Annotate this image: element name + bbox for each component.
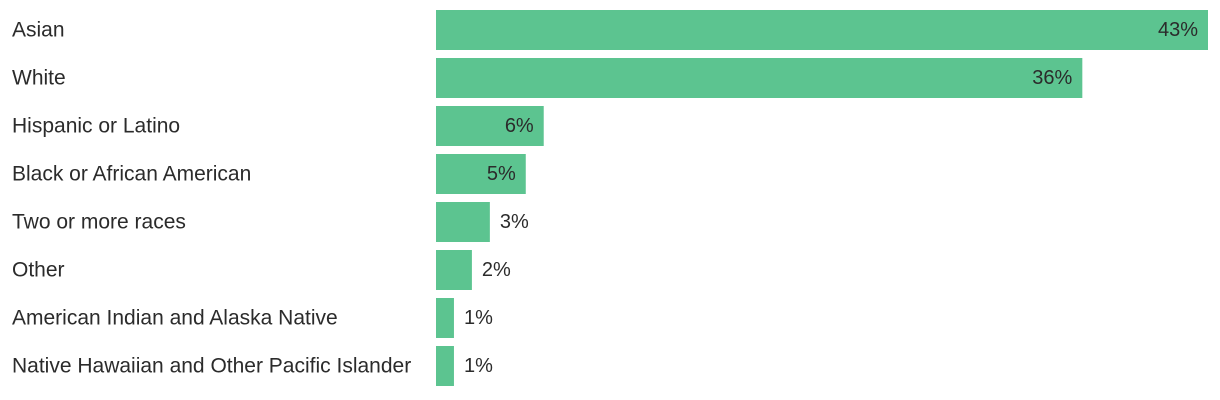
bar-row: American Indian and Alaska Native 1% bbox=[12, 298, 493, 338]
category-label: Other bbox=[12, 259, 65, 282]
category-label: Hispanic or Latino bbox=[12, 115, 180, 138]
bar bbox=[436, 346, 454, 386]
bar bbox=[436, 250, 472, 290]
bar bbox=[436, 58, 1083, 98]
value-label: 1% bbox=[464, 307, 493, 329]
value-label: 43% bbox=[1158, 19, 1198, 41]
bar bbox=[436, 106, 544, 146]
bar bbox=[436, 298, 454, 338]
bar-row: Two or more races 3% bbox=[12, 202, 529, 242]
value-label: 3% bbox=[500, 211, 529, 233]
bar-row: White 36% bbox=[12, 58, 1083, 98]
bar-row: Other 2% bbox=[12, 250, 511, 290]
bar-row: Hispanic or Latino 6% bbox=[12, 106, 544, 146]
bar-row: Black or African American 5% bbox=[12, 154, 526, 194]
category-label: White bbox=[12, 67, 66, 90]
category-label: Asian bbox=[12, 19, 65, 42]
chart-rows: Asian 43% White 36% Hispanic or Latino 6% Blac… bbox=[12, 10, 1208, 386]
value-label: 6% bbox=[505, 115, 534, 137]
category-label: Black or African American bbox=[12, 163, 251, 186]
bar bbox=[436, 202, 490, 242]
category-label: Two or more races bbox=[12, 211, 186, 234]
value-label: 36% bbox=[1032, 67, 1072, 89]
category-label: Native Hawaiian and Other Pacific Island… bbox=[12, 355, 411, 378]
value-label: 5% bbox=[487, 163, 516, 185]
bar-row: Native Hawaiian and Other Pacific Island… bbox=[12, 346, 493, 386]
bar-row: Asian 43% bbox=[12, 10, 1208, 50]
value-label: 2% bbox=[482, 259, 511, 281]
category-label: American Indian and Alaska Native bbox=[12, 307, 338, 330]
value-label: 1% bbox=[464, 355, 493, 377]
bar bbox=[436, 10, 1208, 50]
bar bbox=[436, 154, 526, 194]
